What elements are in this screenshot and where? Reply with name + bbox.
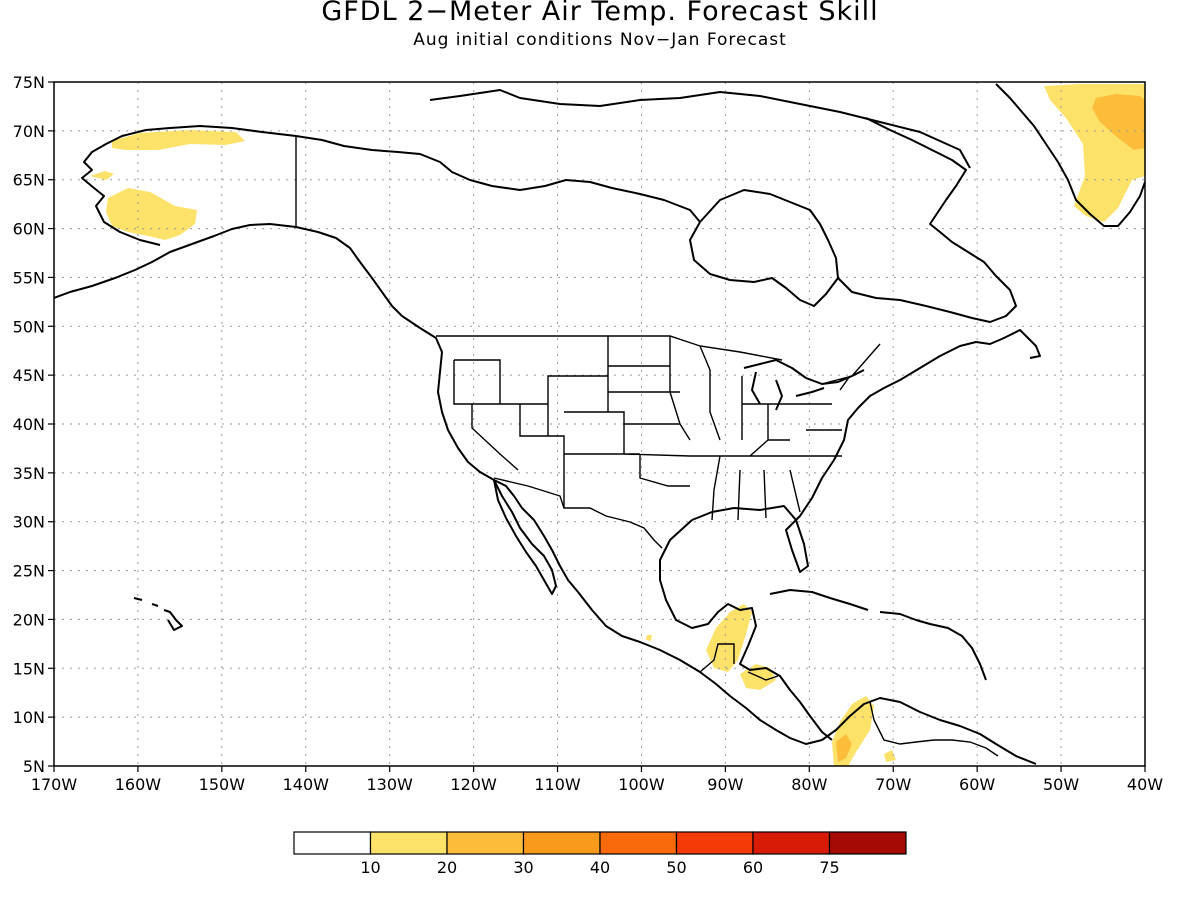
border-central-america [699, 643, 779, 681]
colorbar-swatch-1 [369, 831, 448, 855]
border-us-mexico [493, 477, 663, 549]
colorbar-swatch-3 [522, 831, 601, 855]
colorbar-swatch-6 [752, 831, 831, 855]
shade-yucatan-guatemala [706, 604, 752, 672]
axis-ticks: 170W 160W 150W 140W 130W 120W 110W 100W 90W 80W 70… [13, 73, 1164, 794]
plot-area [54, 82, 1145, 766]
lon-tick-label-10: 70W [875, 775, 911, 794]
colorbar-swatch-7 [828, 831, 907, 855]
lat-tick-label-5: 30N [13, 513, 45, 532]
coast-hawaii [133, 597, 183, 631]
lat-tick-label-3: 20N [13, 610, 45, 629]
lon-tick-label-9: 80W [791, 775, 827, 794]
coast-us-gulf-atlantic [691, 329, 1041, 573]
border-us-canada [436, 335, 881, 385]
coast-arctic-islands [429, 89, 971, 169]
colorbar-swatch-2 [446, 831, 525, 855]
coast-alaska-west [81, 125, 297, 246]
map-gridlines [54, 82, 1145, 766]
lat-tick-label-12: 65N [13, 171, 45, 190]
skill-shading [90, 84, 1145, 766]
shade-venezuela-dot [884, 750, 896, 762]
lat-tick-label-13: 70N [13, 122, 45, 141]
lat-tick-label-2: 15N [13, 659, 45, 678]
shade-alaska-west [90, 171, 114, 180]
lon-tick-label-5: 120W [450, 775, 497, 794]
map-title: GFDL 2−Meter Air Temp. Forecast Skill [321, 0, 879, 27]
coast-greenland [995, 83, 1145, 227]
coast-hudson-bay [689, 189, 839, 307]
lon-tick-label-7: 100W [618, 775, 665, 794]
lon-tick-label-0: 170W [31, 775, 78, 794]
colorbar-label-1: 20 [437, 858, 457, 877]
lat-tick-label-4: 25N [13, 562, 45, 581]
colorbar-label-4: 50 [666, 858, 686, 877]
lat-tick-label-11: 60N [13, 220, 45, 239]
shade-colombia-core [836, 734, 852, 762]
lon-tick-label-12: 50W [1043, 775, 1079, 794]
coast-alaska [54, 223, 403, 317]
coast-arctic-canada [295, 135, 701, 223]
lat-tick-label-10: 55N [13, 268, 45, 287]
lat-tick-label-14: 75N [13, 73, 45, 92]
border-us-states [453, 336, 851, 521]
shade-mexico-dot [646, 635, 652, 641]
colorbar-label-0: 10 [360, 858, 380, 877]
colorbar-swatch-0 [293, 831, 372, 855]
lat-tick-label-9: 50N [13, 317, 45, 336]
border-south-america [869, 701, 999, 757]
coast-mexico-pacific [577, 591, 823, 745]
lon-tick-label-8: 90W [707, 775, 743, 794]
coast-cuba [769, 589, 987, 681]
shade-alaska-north-slope [112, 130, 245, 150]
lon-tick-label-2: 150W [199, 775, 246, 794]
lon-tick-label-4: 130W [367, 775, 414, 794]
lat-tick-label-0: 5N [23, 757, 45, 776]
lon-tick-label-11: 60W [959, 775, 995, 794]
colorbar-label-2: 30 [513, 858, 533, 877]
lon-tick-label-1: 160W [115, 775, 162, 794]
coast-great-lakes [743, 359, 865, 411]
colorbar-swatch-5 [675, 831, 754, 855]
coast-south-america [821, 697, 1037, 765]
coast-baja [493, 479, 557, 595]
coast-west-us [401, 315, 579, 593]
shade-greenland-east-core [1092, 94, 1145, 150]
lat-tick-label-8: 45N [13, 366, 45, 385]
lat-tick-label-7: 40N [13, 415, 45, 434]
shade-alaska-interior [106, 188, 197, 240]
colorbar: 10 20 30 40 50 60 75 [293, 831, 907, 877]
lon-tick-label-13: 40W [1127, 775, 1163, 794]
lon-tick-label-6: 110W [534, 775, 581, 794]
colorbar-swatch-4 [599, 831, 678, 855]
colorbar-label-5: 60 [743, 858, 763, 877]
colorbar-label-6: 75 [819, 858, 839, 877]
coast-labrador [837, 117, 1017, 323]
lat-tick-label-6: 35N [13, 464, 45, 483]
lat-tick-label-1: 10N [13, 708, 45, 727]
lon-tick-label-3: 140W [283, 775, 330, 794]
political-borders [295, 136, 999, 757]
colorbar-label-3: 40 [590, 858, 610, 877]
map-subtitle: Aug initial conditions Nov−Jan Forecast [413, 30, 787, 50]
coast-gulf [659, 519, 833, 741]
